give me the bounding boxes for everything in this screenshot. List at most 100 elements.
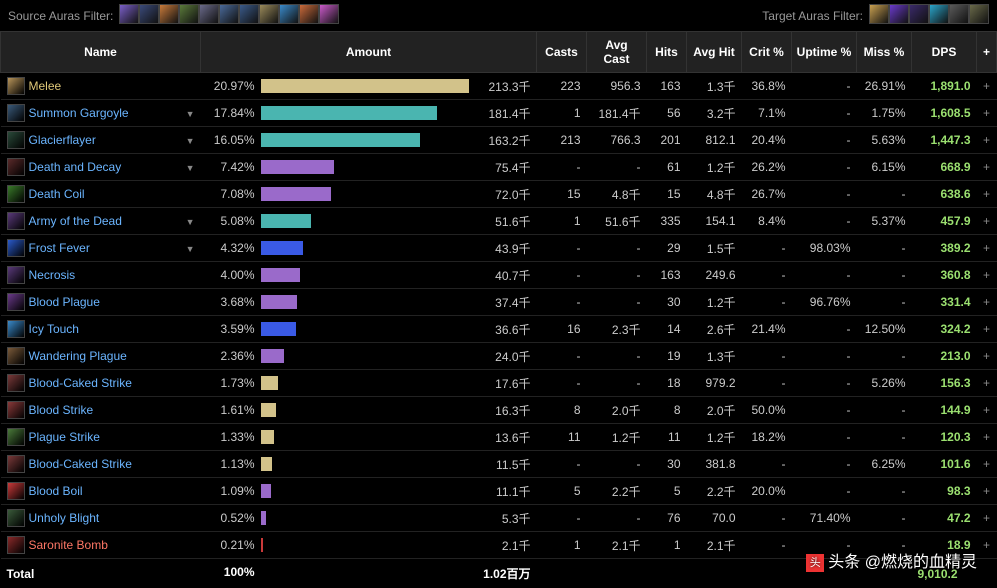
chevron-down-icon[interactable]: ▼ [186,244,195,254]
source-aura-icon[interactable] [119,4,139,24]
ability-link[interactable]: Army of the Dead [29,214,122,228]
source-aura-icon[interactable] [159,4,179,24]
column-header[interactable]: Avg Hit [687,32,742,73]
source-aura-icon[interactable] [259,4,279,24]
ability-link[interactable]: Death and Decay [29,160,122,174]
ability-link[interactable]: Saronite Bomb [29,538,108,552]
expand-button[interactable]: + [977,289,997,316]
ability-link[interactable]: Blood Plague [29,295,100,309]
casts-cell: 213 [537,127,587,154]
column-header[interactable]: Casts [537,32,587,73]
expand-button[interactable]: + [977,73,997,100]
avghit-cell: 1.2千 [687,289,742,316]
crit-cell: - [742,532,792,559]
expand-button[interactable]: + [977,208,997,235]
expand-button[interactable]: + [977,262,997,289]
ability-link[interactable]: Glacierflayer [29,133,96,147]
source-aura-icon[interactable] [139,4,159,24]
avghit-cell: 1.5千 [687,235,742,262]
column-header[interactable]: Name [1,32,201,73]
table-row: Melee20.97%213.3千223956.31631.3千36.8%-26… [1,73,997,100]
watermark-logo: 头 [806,554,824,572]
ability-link[interactable]: Death Coil [29,187,85,201]
ability-link[interactable]: Blood Strike [29,403,94,417]
target-aura-icon[interactable] [909,4,929,24]
target-aura-icon[interactable] [889,4,909,24]
expand-button[interactable]: + [977,397,997,424]
expand-button[interactable]: + [977,181,997,208]
avghit-cell: 812.1 [687,127,742,154]
amount-bar [261,403,469,417]
ability-icon [7,536,25,554]
expand-button[interactable]: + [977,235,997,262]
column-header[interactable]: + [977,32,997,73]
expand-button[interactable]: + [977,343,997,370]
target-aura-icon[interactable] [869,4,889,24]
ability-link[interactable]: Summon Gargoyle [29,106,129,120]
ability-link[interactable]: Blood Boil [29,484,83,498]
column-header[interactable]: Avg Cast [587,32,647,73]
uptime-cell: - [792,208,857,235]
casts-cell: 15 [537,181,587,208]
target-aura-icon[interactable] [969,4,989,24]
amount-bar [261,484,469,498]
ability-link[interactable]: Necrosis [29,268,76,282]
target-aura-icon[interactable] [929,4,949,24]
expand-button[interactable]: + [977,505,997,532]
column-header[interactable]: DPS [912,32,977,73]
casts-cell: - [537,343,587,370]
source-aura-icon[interactable] [239,4,259,24]
amount-value: 40.7千 [475,267,531,284]
column-header[interactable]: Miss % [857,32,912,73]
ability-icon [7,428,25,446]
target-aura-icon[interactable] [949,4,969,24]
source-aura-icon[interactable] [299,4,319,24]
column-header[interactable]: Amount [201,32,537,73]
chevron-down-icon[interactable]: ▼ [186,136,195,146]
source-aura-icon[interactable] [279,4,299,24]
expand-button[interactable]: + [977,127,997,154]
ability-link[interactable]: Melee [29,79,62,93]
ability-link[interactable]: Blood-Caked Strike [29,376,132,390]
amount-percent: 1.09% [207,484,255,498]
expand-button[interactable]: + [977,316,997,343]
crit-cell: 7.1% [742,100,792,127]
casts-cell: 1 [537,208,587,235]
amount-percent: 0.21% [207,538,255,552]
dps-cell: 331.4 [912,289,977,316]
expand-button[interactable]: + [977,532,997,559]
expand-button[interactable]: + [977,370,997,397]
avgcast-cell: 2.1千 [587,532,647,559]
chevron-down-icon[interactable]: ▼ [186,163,195,173]
source-aura-icon[interactable] [319,4,339,24]
amount-bar [261,457,469,471]
dps-cell: 324.2 [912,316,977,343]
ability-link[interactable]: Icy Touch [29,322,79,336]
ability-link[interactable]: Unholy Blight [29,511,100,525]
column-header[interactable]: Crit % [742,32,792,73]
amount-value: 51.6千 [475,213,531,230]
crit-cell: - [742,370,792,397]
column-header[interactable]: Uptime % [792,32,857,73]
ability-link[interactable]: Blood-Caked Strike [29,457,132,471]
ability-link[interactable]: Frost Fever [29,241,90,255]
expand-button[interactable]: + [977,424,997,451]
ability-link[interactable]: Wandering Plague [29,349,127,363]
source-aura-icon[interactable] [219,4,239,24]
avghit-cell: 979.2 [687,370,742,397]
expand-button[interactable]: + [977,478,997,505]
source-aura-icon[interactable] [199,4,219,24]
source-aura-icon[interactable] [179,4,199,24]
amount-percent: 20.97% [207,79,255,93]
uptime-cell: - [792,181,857,208]
avghit-cell: 381.8 [687,451,742,478]
miss-cell: - [857,424,912,451]
expand-button[interactable]: + [977,100,997,127]
chevron-down-icon[interactable]: ▼ [186,217,195,227]
expand-button[interactable]: + [977,451,997,478]
column-header[interactable]: Hits [647,32,687,73]
chevron-down-icon[interactable]: ▼ [186,109,195,119]
ability-link[interactable]: Plague Strike [29,430,100,444]
casts-cell: 8 [537,397,587,424]
expand-button[interactable]: + [977,154,997,181]
